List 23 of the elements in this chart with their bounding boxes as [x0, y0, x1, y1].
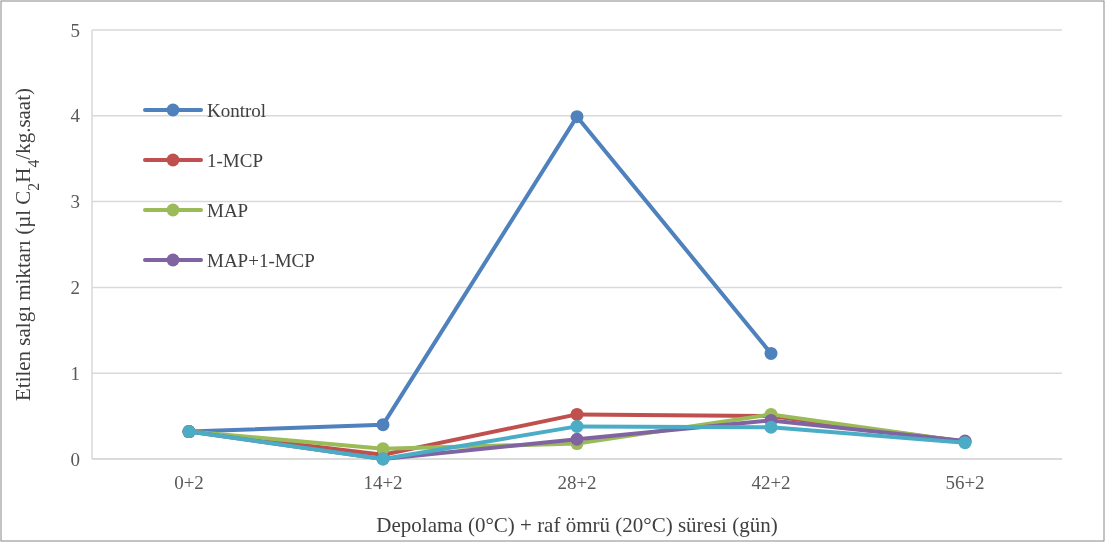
- point: [570, 432, 584, 446]
- point: [570, 419, 584, 433]
- x-tick-label: 42+2: [751, 472, 791, 493]
- x-axis-title: Depolama (0°C) + raf ömrü (20°C) süresi (gün): [376, 513, 778, 537]
- legend-label: MAP: [207, 199, 249, 221]
- y-tick-label: 4: [70, 105, 81, 127]
- y-tick-label: 0: [70, 448, 80, 470]
- y-tick-label: 3: [70, 191, 80, 213]
- point: [570, 407, 584, 421]
- y-tick-label: 1: [70, 362, 80, 384]
- x-tick-label: 0+2: [174, 472, 204, 493]
- y-tick-label: 5: [70, 19, 80, 41]
- point: [570, 110, 584, 124]
- point: [764, 346, 778, 360]
- y-tick-label: 2: [70, 277, 80, 299]
- point: [376, 418, 390, 432]
- x-tick-label: 28+2: [557, 472, 597, 493]
- x-tick-label: 14+2: [363, 472, 403, 493]
- legend-label: 1-MCP: [207, 149, 263, 171]
- point: [764, 420, 778, 434]
- x-tick-label: 56+2: [945, 472, 985, 493]
- legend-label: Kontrol: [207, 99, 267, 121]
- legend-label: MAP+1-MCP: [207, 249, 315, 271]
